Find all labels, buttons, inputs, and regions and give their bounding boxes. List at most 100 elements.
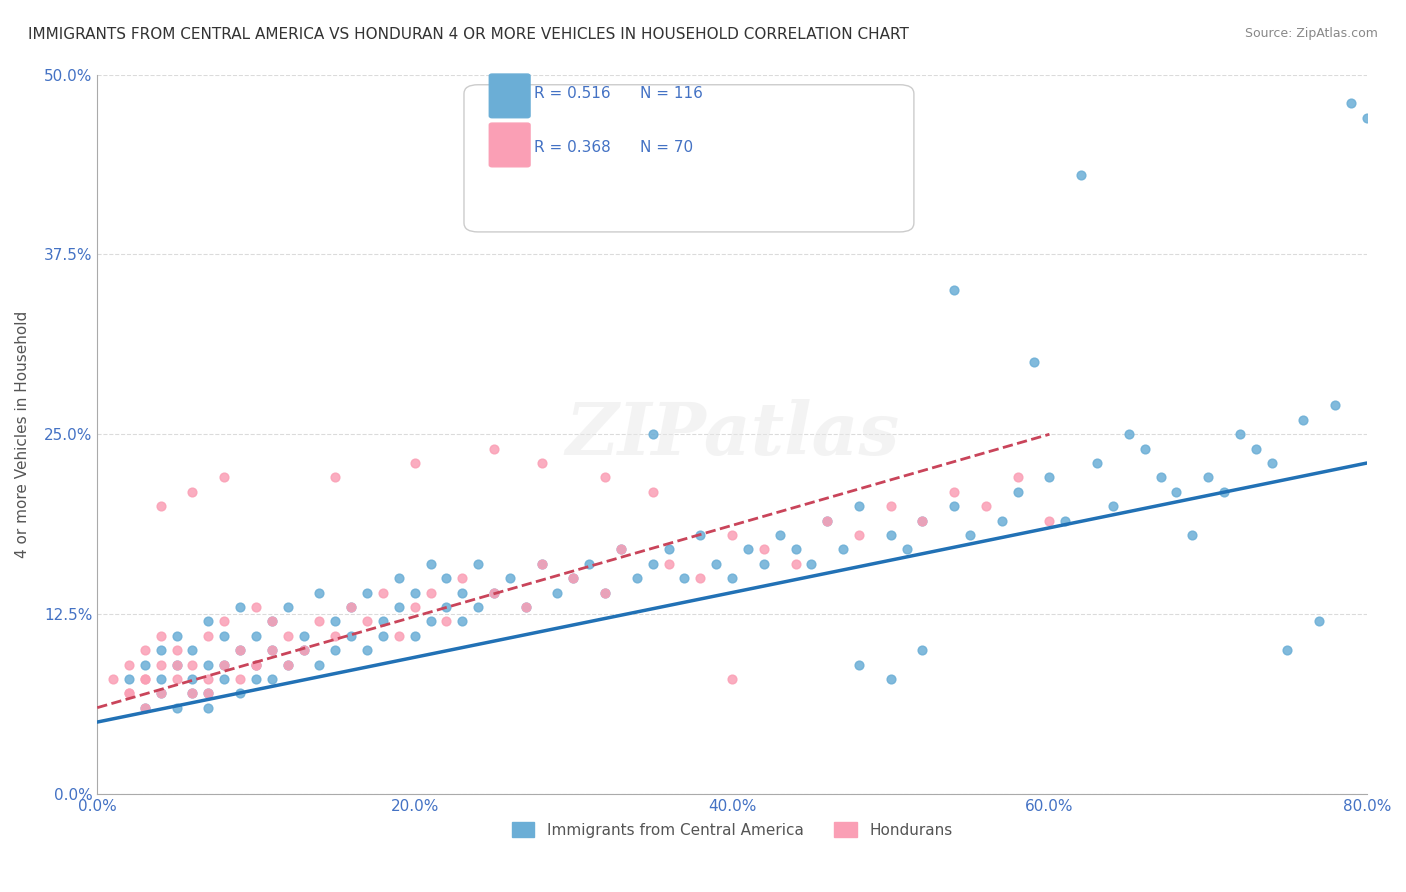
Point <box>181 672 204 686</box>
Point <box>752 557 775 571</box>
Point <box>769 528 792 542</box>
Point <box>134 672 156 686</box>
Point <box>530 557 553 571</box>
Point <box>1181 528 1204 542</box>
Point <box>229 643 252 657</box>
Point <box>1007 470 1029 484</box>
Point <box>197 686 219 700</box>
Point <box>578 557 600 571</box>
Y-axis label: 4 or more Vehicles in Household: 4 or more Vehicles in Household <box>15 310 30 558</box>
Point <box>419 585 441 599</box>
Point <box>1102 500 1125 514</box>
Point <box>166 629 188 643</box>
Point <box>292 629 315 643</box>
Point <box>277 629 299 643</box>
Point <box>356 615 378 629</box>
Point <box>212 672 235 686</box>
Point <box>229 599 252 614</box>
Point <box>991 514 1014 528</box>
Point <box>880 500 903 514</box>
Point <box>752 542 775 557</box>
Point <box>610 542 633 557</box>
Point <box>641 557 664 571</box>
Point <box>404 629 426 643</box>
Point <box>689 571 711 585</box>
Text: N = 70: N = 70 <box>640 140 693 154</box>
Point <box>134 643 156 657</box>
Point <box>277 657 299 672</box>
Point <box>673 571 696 585</box>
Point <box>308 615 330 629</box>
Point <box>134 700 156 714</box>
Point <box>943 500 966 514</box>
Point <box>1244 442 1267 456</box>
Point <box>467 599 489 614</box>
Point <box>404 585 426 599</box>
Point <box>848 500 870 514</box>
Point <box>404 456 426 470</box>
Point <box>832 542 855 557</box>
Point <box>340 599 363 614</box>
Point <box>212 470 235 484</box>
Point <box>593 470 616 484</box>
Point <box>562 571 585 585</box>
Point <box>149 657 172 672</box>
Point <box>149 643 172 657</box>
Point <box>593 585 616 599</box>
Point <box>212 657 235 672</box>
Point <box>896 542 918 557</box>
Point <box>212 629 235 643</box>
Point <box>292 643 315 657</box>
Point <box>277 657 299 672</box>
Point <box>800 557 823 571</box>
Point <box>260 672 283 686</box>
Point <box>815 514 838 528</box>
Point <box>1070 168 1092 182</box>
Point <box>118 657 141 672</box>
Point <box>166 657 188 672</box>
Point <box>848 528 870 542</box>
Point <box>911 514 934 528</box>
Point <box>245 629 267 643</box>
Point <box>658 557 681 571</box>
Point <box>1308 615 1330 629</box>
Point <box>1292 413 1315 427</box>
Point <box>245 672 267 686</box>
Text: R = 0.368: R = 0.368 <box>534 140 612 154</box>
Point <box>1007 484 1029 499</box>
Point <box>181 686 204 700</box>
Point <box>1149 470 1171 484</box>
Point <box>546 585 568 599</box>
Point <box>704 557 727 571</box>
Point <box>388 599 411 614</box>
Point <box>562 571 585 585</box>
Point <box>229 672 252 686</box>
Point <box>451 615 474 629</box>
Point <box>166 657 188 672</box>
Point <box>245 657 267 672</box>
Legend: Immigrants from Central America, Hondurans: Immigrants from Central America, Hondura… <box>505 815 959 844</box>
Point <box>388 571 411 585</box>
Point <box>197 672 219 686</box>
Point <box>434 571 457 585</box>
Point <box>482 442 505 456</box>
Point <box>323 615 346 629</box>
Point <box>641 427 664 442</box>
Point <box>340 599 363 614</box>
Point <box>260 643 283 657</box>
Point <box>815 514 838 528</box>
Point <box>419 557 441 571</box>
Point <box>323 643 346 657</box>
Point <box>785 542 807 557</box>
Point <box>101 672 124 686</box>
Point <box>1118 427 1140 442</box>
Point <box>737 542 759 557</box>
Point <box>721 528 744 542</box>
Point <box>467 557 489 571</box>
Point <box>197 657 219 672</box>
Point <box>356 643 378 657</box>
Point <box>118 672 141 686</box>
Point <box>610 542 633 557</box>
Point <box>212 657 235 672</box>
Point <box>181 484 204 499</box>
